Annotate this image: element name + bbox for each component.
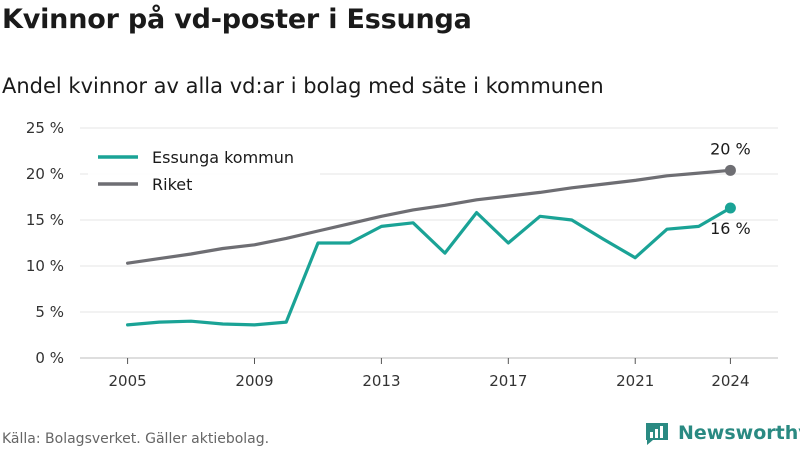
x-tick-label: 2021 [616,372,654,390]
y-tick-label: 0 % [35,349,64,367]
series-line [125,206,733,327]
legend-label: Essunga kommun [152,148,294,167]
y-tick-label: 25 % [26,119,64,137]
series-line [125,168,733,265]
y-tick-label: 15 % [26,211,64,229]
series-end-label: 16 % [710,219,751,238]
x-axis: 2005 2009 2013 2017 2021 2024 [108,358,750,390]
brand-logo: Newsworthy [644,420,800,446]
series-end-point [724,202,736,214]
x-tick-label: 2013 [362,372,400,390]
series-layer [125,164,736,327]
y-tick-label: 5 % [35,303,64,321]
y-axis: 0 % 5 % 10 % 15 % 20 % 25 % [26,119,64,367]
end-labels: 16 % 20 % [710,139,751,238]
newsworthy-logo-icon [646,423,668,445]
line-chart: 2005 2009 2013 2017 2021 2024 0 % 5 % 10 % 15 % 2… [26,119,778,390]
legend-background [88,144,320,200]
chart-subtitle: Andel kvinnor av alla vd:ar i bolag med … [2,74,604,98]
chart-title: Kvinnor på vd-poster i Essunga [2,4,472,35]
series-end-label: 20 % [710,139,751,158]
legend-label: Riket [152,175,192,194]
brand-name: Newsworthy [678,422,800,444]
series-end-point [724,164,736,176]
x-tick-label: 2005 [108,372,146,390]
y-tick-label: 10 % [26,257,64,275]
x-tick-label: 2017 [489,372,527,390]
source-note: Källa: Bolagsverket. Gäller aktiebolag. [2,431,270,447]
y-tick-label: 20 % [26,165,64,183]
legend: Essunga kommun Riket [88,144,320,200]
x-tick-label: 2024 [711,372,749,390]
x-tick-label: 2009 [235,372,273,390]
